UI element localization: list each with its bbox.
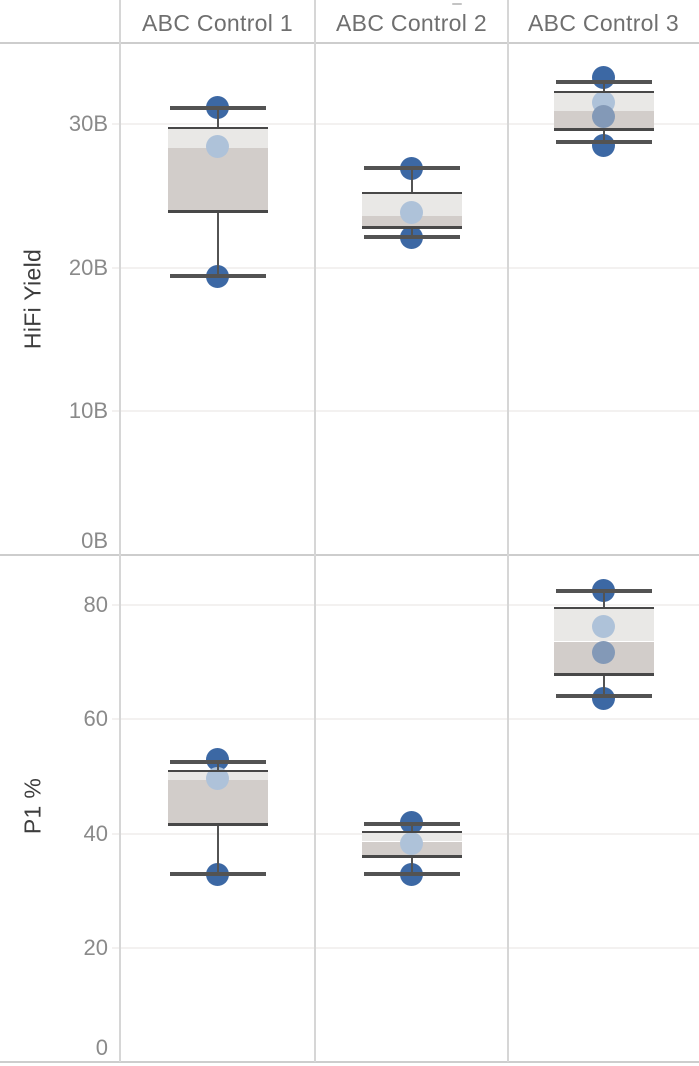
- column-header-abc-control-2[interactable]: ABC Control 2: [336, 10, 487, 36]
- tick-label-p1-60: 60: [83, 706, 108, 731]
- whisker-top-cap-hifi-yield-abc-control-2[interactable]: [363, 166, 460, 170]
- gridline-p1-60: [112, 718, 699, 720]
- tick-label-hifi-yield-0B: 0B: [81, 528, 108, 553]
- data-point-hifi-yield-abc-control-2-2[interactable]: [400, 201, 423, 224]
- box-q3-line-hifi-yield-abc-control-2: [361, 191, 462, 194]
- box-q3-line-hifi-yield-abc-control-1: [167, 127, 268, 129]
- gridline-hifi-yield-10B: [112, 410, 699, 412]
- box-q1-line-hifi-yield-abc-control-3: [553, 128, 654, 131]
- tick-label-hifi-yield-10B: 10B: [68, 398, 108, 423]
- data-point-p1-abc-control-3-2[interactable]: [592, 615, 615, 638]
- panel-separator: [0, 554, 699, 556]
- whisker-upper-stem-p1-abc-control-2: [410, 823, 413, 832]
- whisker-top-cap-p1-abc-control-1[interactable]: [169, 759, 266, 764]
- whisker-bottom-cap-hifi-yield-abc-control-3[interactable]: [555, 140, 652, 144]
- whisker-upper-stem-hifi-yield-abc-control-1: [216, 107, 219, 128]
- column-header-abc-control-3[interactable]: ABC Control 3: [528, 10, 679, 36]
- data-point-hifi-yield-abc-control-3-4[interactable]: [592, 133, 615, 157]
- whisker-bottom-cap-hifi-yield-abc-control-1[interactable]: [169, 274, 266, 278]
- column-divider: [507, 0, 509, 1062]
- gridline-p1-80: [112, 603, 699, 606]
- whisker-lower-stem-hifi-yield-abc-control-3: [602, 129, 605, 143]
- box-q3-line-hifi-yield-abc-control-3: [553, 91, 654, 93]
- box-q1-line-p1-abc-control-3: [553, 673, 654, 676]
- whisker-lower-stem-p1-abc-control-1: [216, 824, 219, 873]
- column-divider: [314, 0, 316, 1062]
- whisker-upper-stem-hifi-yield-abc-control-3: [602, 82, 605, 92]
- gridline-p1-20: [112, 946, 699, 949]
- tick-label-p1-40: 40: [83, 820, 108, 846]
- data-point-p1-abc-control-3-4[interactable]: [592, 686, 615, 710]
- tick-label-p1-0: 0: [95, 1035, 108, 1060]
- tick-label-hifi-yield-20B: 20B: [68, 254, 108, 280]
- axis-divider: [119, 0, 121, 1062]
- gridline-hifi-yield-30B: [112, 122, 699, 125]
- box-q3-line-p1-abc-control-1: [167, 769, 268, 772]
- data-point-p1-abc-control-2-2[interactable]: [400, 832, 423, 855]
- data-point-p1-abc-control-1-2[interactable]: [206, 767, 229, 790]
- gridline-hifi-yield-20B: [112, 266, 699, 269]
- data-point-p1-abc-control-3-3[interactable]: [592, 640, 615, 664]
- box-q3-line-p1-abc-control-3: [553, 606, 654, 609]
- whisker-top-cap-p1-abc-control-3[interactable]: [555, 589, 652, 593]
- data-point-hifi-yield-abc-control-3-3[interactable]: [592, 105, 615, 128]
- tilde-mark-icon: [452, 3, 462, 5]
- column-header-abc-control-1[interactable]: ABC Control 1: [142, 10, 293, 36]
- whisker-lower-stem-hifi-yield-abc-control-2: [410, 227, 413, 237]
- header-separator: [0, 42, 699, 44]
- whisker-upper-stem-p1-abc-control-1: [216, 761, 219, 771]
- box-q1-line-hifi-yield-abc-control-1: [167, 210, 268, 213]
- box-lower-hifi-yield-abc-control-1[interactable]: [167, 148, 268, 212]
- data-point-p1-abc-control-1-1[interactable]: [206, 747, 229, 771]
- whisker-lower-stem-p1-abc-control-2: [410, 856, 413, 873]
- whisker-bottom-cap-p1-abc-control-2[interactable]: [363, 871, 460, 876]
- tick-label-p1-20: 20: [83, 934, 108, 960]
- whisker-top-cap-hifi-yield-abc-control-3[interactable]: [555, 80, 652, 84]
- axis-bottom-line: [0, 1061, 699, 1063]
- tick-label-hifi-yield-30B: 30B: [68, 110, 108, 136]
- whisker-top-cap-p1-abc-control-2[interactable]: [363, 821, 460, 826]
- data-point-hifi-yield-abc-control-1-2[interactable]: [206, 135, 229, 158]
- whisker-bottom-cap-p1-abc-control-3[interactable]: [555, 694, 652, 698]
- whisker-lower-stem-p1-abc-control-3: [602, 674, 605, 696]
- whisker-bottom-cap-p1-abc-control-1[interactable]: [169, 871, 266, 876]
- whisker-upper-stem-hifi-yield-abc-control-2: [410, 168, 413, 193]
- box-q3-line-p1-abc-control-2: [361, 831, 462, 833]
- whisker-upper-stem-p1-abc-control-3: [602, 591, 605, 608]
- box-q1-line-p1-abc-control-2: [361, 854, 462, 858]
- box-q1-line-hifi-yield-abc-control-2: [361, 225, 462, 229]
- whisker-lower-stem-hifi-yield-abc-control-1: [216, 211, 219, 276]
- box-q1-line-p1-abc-control-1: [167, 822, 268, 826]
- whisker-top-cap-hifi-yield-abc-control-1[interactable]: [169, 105, 266, 110]
- tick-label-p1-80: 80: [83, 591, 108, 617]
- whisker-bottom-cap-hifi-yield-abc-control-2[interactable]: [363, 235, 460, 239]
